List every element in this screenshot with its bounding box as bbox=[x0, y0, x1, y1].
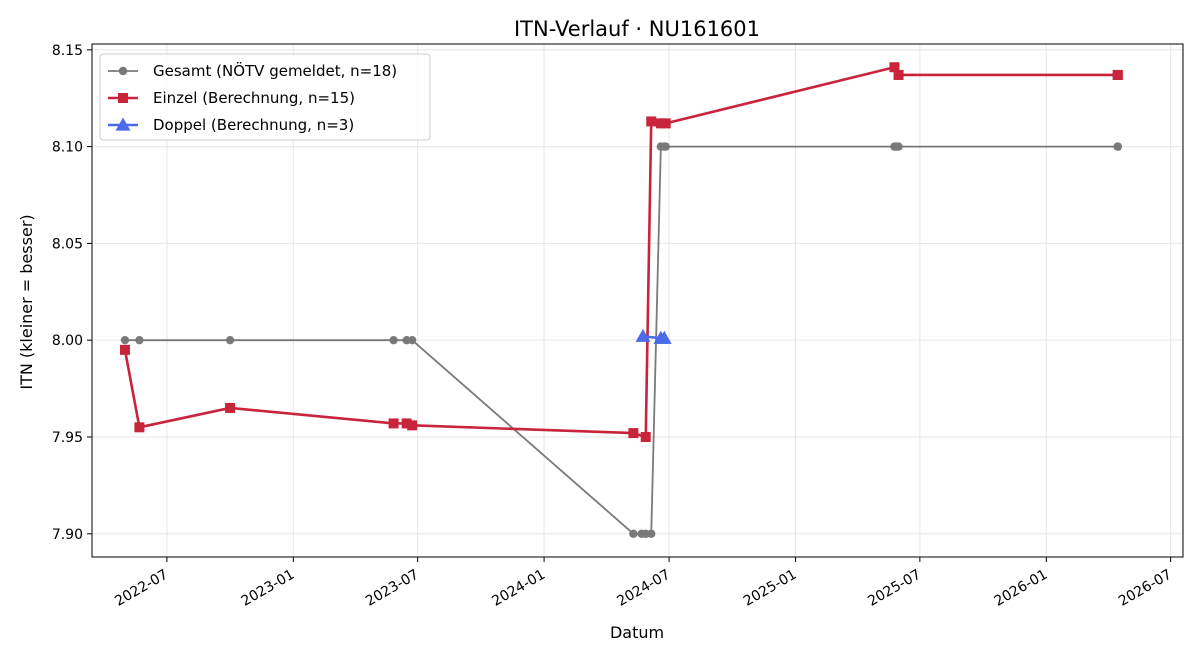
x-tick-label: 2024-07 bbox=[614, 567, 673, 610]
data-point bbox=[1112, 69, 1123, 80]
data-point bbox=[660, 118, 671, 129]
data-point bbox=[1113, 142, 1122, 151]
legend-swatch bbox=[108, 66, 138, 76]
chart-title: ITN-Verlauf · NU161601 bbox=[514, 17, 760, 41]
y-axis-title: ITN (kleiner = besser) bbox=[17, 214, 36, 389]
data-point bbox=[656, 330, 672, 344]
legend-label: Einzel (Berechnung, n=15) bbox=[153, 89, 355, 107]
legend-label: Gesamt (NÖTV gemeldet, n=18) bbox=[153, 61, 397, 80]
data-point bbox=[134, 422, 145, 433]
x-tick-label: 2024-01 bbox=[489, 567, 548, 610]
x-tick-label: 2026-07 bbox=[1116, 567, 1175, 610]
data-point bbox=[661, 142, 670, 151]
x-tick-label: 2026-01 bbox=[992, 567, 1051, 610]
legend-marker bbox=[118, 66, 128, 76]
x-tick-label: 2025-01 bbox=[741, 567, 800, 610]
data-point bbox=[629, 529, 638, 538]
legend-box bbox=[99, 53, 431, 141]
legend-label: Doppel (Berechnung, n=3) bbox=[153, 116, 354, 134]
data-point bbox=[640, 431, 651, 442]
data-point bbox=[646, 116, 657, 127]
data-point bbox=[628, 428, 639, 439]
y-tick-label: 8.10 bbox=[52, 140, 83, 156]
x-axis-title: Datum bbox=[610, 623, 664, 642]
legend-swatch bbox=[108, 117, 138, 131]
series-line bbox=[123, 65, 1118, 439]
series-square bbox=[119, 62, 1123, 442]
data-point bbox=[135, 335, 144, 345]
data-point bbox=[647, 529, 656, 538]
series-circle bbox=[120, 142, 1122, 538]
x-tick-label: 2023-01 bbox=[239, 567, 298, 610]
series-layer bbox=[119, 62, 1123, 538]
x-tick-label: 2023-07 bbox=[363, 567, 422, 610]
data-point bbox=[388, 418, 399, 429]
data-point bbox=[389, 335, 398, 345]
data-point bbox=[225, 335, 235, 345]
y-tick-label: 8.15 bbox=[52, 43, 83, 59]
data-point bbox=[120, 335, 130, 345]
data-point bbox=[407, 335, 417, 345]
legend: Gesamt (NÖTV gemeldet, n=18) Einzel (Bere… bbox=[99, 53, 431, 141]
y-tick-label: 8.05 bbox=[52, 236, 83, 252]
legend-swatch bbox=[108, 93, 138, 103]
data-point bbox=[401, 418, 412, 429]
data-point bbox=[894, 142, 903, 151]
y-tick-label: 7.90 bbox=[52, 527, 83, 543]
data-point bbox=[407, 420, 418, 431]
series-triangle bbox=[635, 328, 672, 344]
data-point bbox=[119, 344, 130, 355]
x-tick-label: 2022-07 bbox=[112, 567, 171, 610]
plot-frame bbox=[91, 43, 1184, 558]
y-tick-label: 7.95 bbox=[52, 430, 83, 446]
y-tick-label: 8.00 bbox=[52, 333, 83, 349]
data-point bbox=[635, 328, 651, 342]
data-point bbox=[893, 69, 904, 80]
data-point bbox=[889, 62, 900, 73]
legend-marker bbox=[115, 117, 131, 131]
x-tick-label: 2025-07 bbox=[865, 567, 924, 610]
legend-marker bbox=[118, 93, 128, 103]
data-point bbox=[225, 402, 236, 413]
